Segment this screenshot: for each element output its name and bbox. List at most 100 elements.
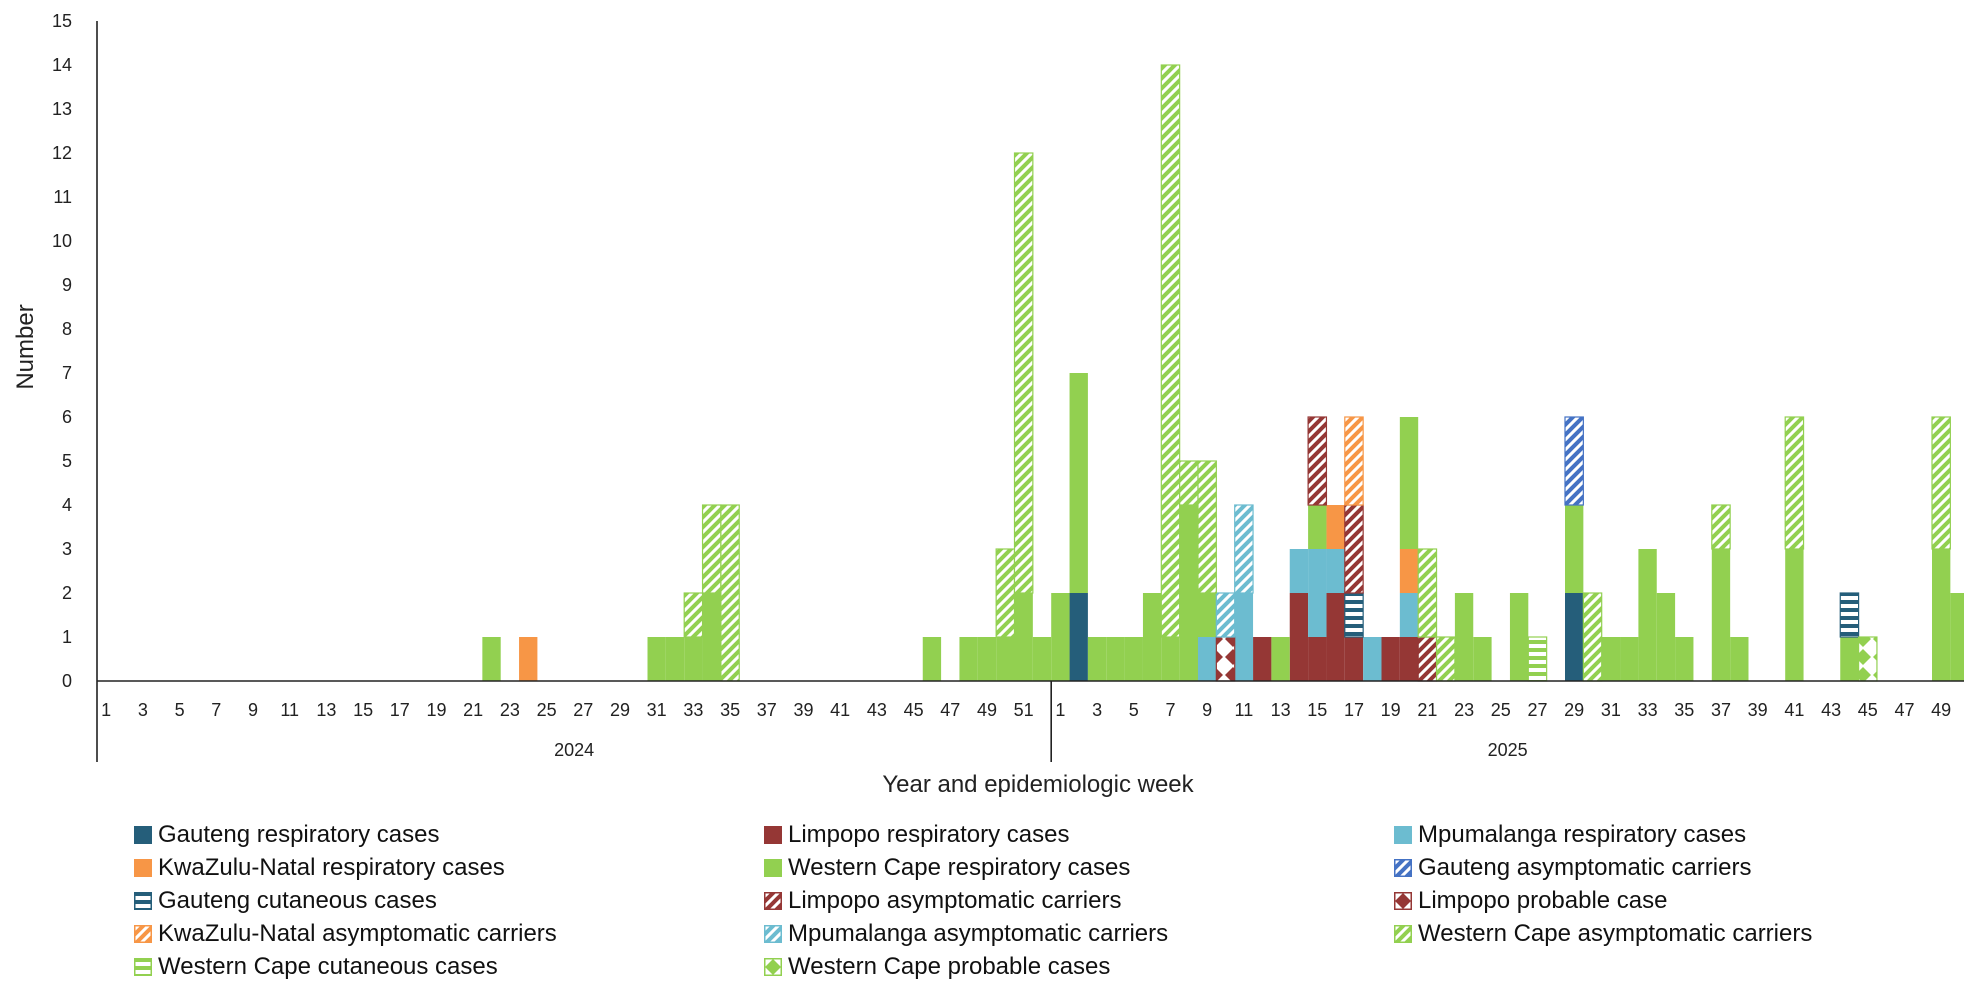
bars xyxy=(482,64,1964,682)
legend-label: Western Cape cutaneous cases xyxy=(158,952,498,980)
x-tick-label: 5 xyxy=(1129,700,1139,720)
x-tick-label: 9 xyxy=(248,700,258,720)
legend-item: Limpopo probable case xyxy=(1394,884,1954,917)
bar xyxy=(1234,504,1254,594)
bar xyxy=(1784,416,1805,550)
x-tick-label: 35 xyxy=(720,700,740,720)
x-tick-label: 27 xyxy=(573,700,593,720)
x-tick-label: 31 xyxy=(1601,700,1621,720)
x-tick-label: 29 xyxy=(1564,700,1584,720)
bar xyxy=(1399,417,1419,549)
x-tick-label: 3 xyxy=(1092,700,1102,720)
x-tick-label: 19 xyxy=(426,700,446,720)
bar xyxy=(1198,593,1217,637)
bar xyxy=(1124,637,1143,681)
legend-item: Gauteng cutaneous cases xyxy=(134,884,764,917)
y-tick-label: 1 xyxy=(62,627,72,647)
x-tick-label: 9 xyxy=(1202,700,1212,720)
bar xyxy=(1582,592,1603,682)
bar xyxy=(1785,549,1804,681)
legend-swatch-icon xyxy=(764,825,782,844)
axes xyxy=(96,21,1964,762)
bar xyxy=(1565,593,1584,681)
bar xyxy=(1711,549,1731,681)
bar xyxy=(1215,592,1236,638)
bar xyxy=(1638,549,1657,681)
bar xyxy=(1839,592,1860,638)
legend-item: Gauteng respiratory cases xyxy=(134,818,764,851)
x-tick-label: 37 xyxy=(757,700,777,720)
bar xyxy=(1564,416,1584,506)
bar xyxy=(1308,505,1327,549)
legend-item: Limpopo asymptomatic carriers xyxy=(764,884,1394,917)
legend-item: Western Cape respiratory cases xyxy=(764,851,1394,884)
bar xyxy=(1234,593,1254,681)
x-tick-label: 1 xyxy=(1055,700,1065,720)
bar xyxy=(1308,637,1327,681)
legend-label: Limpopo probable case xyxy=(1418,886,1668,914)
legend-swatch-icon xyxy=(1394,858,1412,877)
bar xyxy=(1179,505,1198,681)
x-tick-label: 17 xyxy=(1344,700,1364,720)
legend-item: Gauteng asymptomatic carriers xyxy=(1394,851,1954,884)
bar xyxy=(1069,593,1088,681)
legend-label: Gauteng asymptomatic carriers xyxy=(1418,853,1752,881)
bar xyxy=(1840,637,1859,681)
bar xyxy=(1326,593,1345,681)
bar xyxy=(1399,637,1419,681)
bar xyxy=(1527,636,1548,682)
x-tick-label: 13 xyxy=(1271,700,1291,720)
bar xyxy=(1308,549,1327,637)
y-axis-title: Number xyxy=(12,304,39,389)
bar xyxy=(959,637,978,681)
y-tick-label: 12 xyxy=(52,143,72,163)
bar xyxy=(1509,593,1529,681)
bar xyxy=(1271,637,1290,681)
bar xyxy=(1399,593,1419,637)
year-label: 2024 xyxy=(554,740,594,760)
x-tick-label: 39 xyxy=(793,700,813,720)
legend-item: KwaZulu-Natal asymptomatic carriers xyxy=(134,917,764,950)
x-tick-label: 23 xyxy=(500,700,520,720)
y-tick-label: 3 xyxy=(62,539,72,559)
x-tick-label: 49 xyxy=(1931,700,1951,720)
x-tick-label: 37 xyxy=(1711,700,1731,720)
y-tick-label: 8 xyxy=(62,319,72,339)
bar xyxy=(1435,636,1456,682)
bar xyxy=(1381,637,1400,681)
x-tick-label: 41 xyxy=(1784,700,1804,720)
x-tick-label: 7 xyxy=(1165,700,1175,720)
y-tick-label: 13 xyxy=(52,99,72,119)
x-tick-label: 17 xyxy=(390,700,410,720)
legend-swatch-icon xyxy=(134,957,152,976)
x-tick-label: 25 xyxy=(537,700,557,720)
bar xyxy=(647,637,666,681)
y-tick-label: 0 xyxy=(62,671,72,691)
y-tick-label: 7 xyxy=(62,363,72,383)
bar xyxy=(1344,592,1364,638)
x-tick-label: 39 xyxy=(1748,700,1768,720)
x-axis-ticks: 1 3 5 7 9 11 13 15 17 19 21 23 25 27 29 31 33 35 37 39 41 43 4… xyxy=(101,700,1951,760)
bar xyxy=(519,637,538,681)
x-tick-label: 3 xyxy=(138,700,148,720)
x-tick-label: 29 xyxy=(610,700,630,720)
legend-swatch-icon xyxy=(764,891,782,910)
legend-item: Western Cape probable cases xyxy=(764,950,1394,983)
x-tick-label: 7 xyxy=(211,700,221,720)
y-tick-label: 4 xyxy=(62,495,72,515)
x-tick-label: 43 xyxy=(1821,700,1841,720)
legend-label: KwaZulu-Natal asymptomatic carriers xyxy=(158,919,557,947)
legend-swatch-icon xyxy=(134,825,152,844)
bar xyxy=(1142,593,1162,681)
x-tick-label: 11 xyxy=(280,700,299,720)
y-tick-label: 2 xyxy=(62,583,72,603)
bar xyxy=(701,504,722,594)
legend-swatch-icon xyxy=(134,858,152,877)
bar xyxy=(1289,549,1309,593)
bar xyxy=(1069,373,1088,593)
legend-label: Limpopo respiratory cases xyxy=(788,820,1070,848)
legend-swatch-icon xyxy=(1394,891,1412,910)
bar xyxy=(1675,637,1694,681)
y-tick-label: 6 xyxy=(62,407,72,427)
bar xyxy=(1932,549,1951,681)
